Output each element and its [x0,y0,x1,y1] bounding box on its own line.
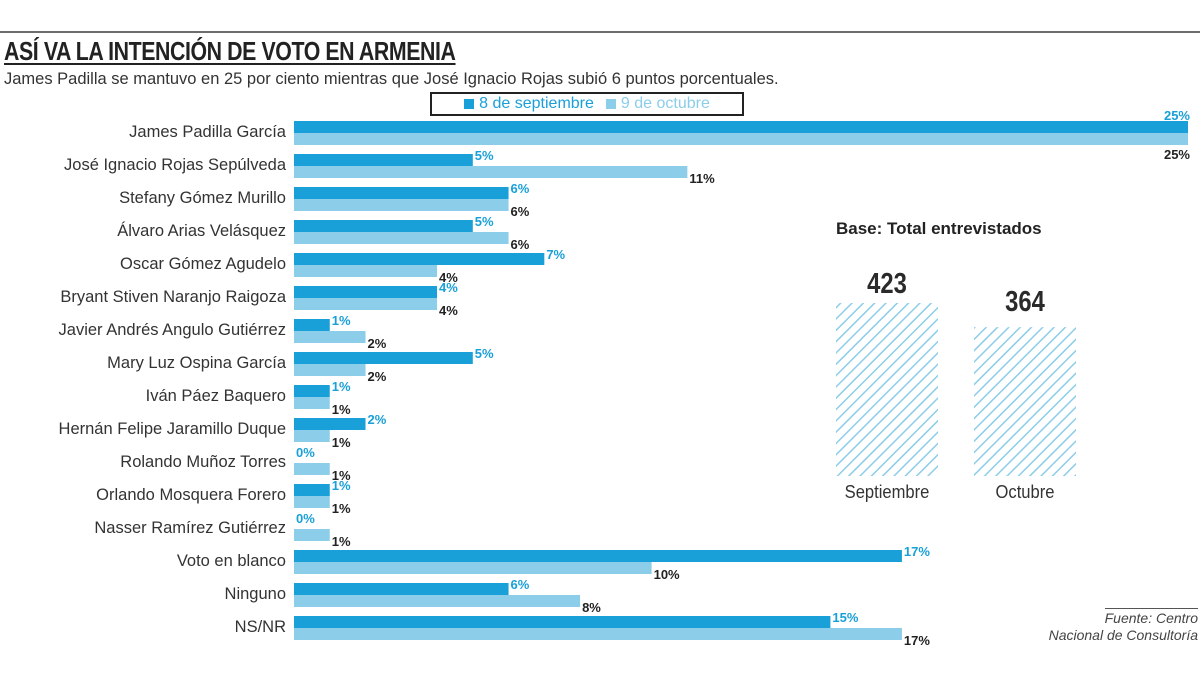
legend-swatch-series2 [605,99,616,109]
data-label-sep: 15% [832,610,858,625]
bar-oct-10 [294,463,330,475]
data-label-oct: 1% [332,402,351,417]
category-label: Javier Andrés Angulo Gutiérrez [59,321,286,339]
category-label: Ninguno [225,585,286,603]
base-label-septiembre: Septiembre [844,482,930,502]
bar-oct-3 [294,232,509,244]
data-label-oct: 6% [511,237,530,252]
category-label: Nasser Ramírez Gutiérrez [94,519,286,537]
legend-swatch-series1 [464,99,475,109]
category-label: José Ignacio Rojas Sepúlveda [64,156,287,174]
data-label-oct: 8% [582,600,601,615]
data-label-sep: 1% [332,379,351,394]
base-value-octubre: 364 [1005,286,1045,318]
category-label: Hernán Felipe Jaramillo Duque [59,420,286,438]
category-label: Rolando Muñoz Torres [120,453,286,471]
bar-oct-0 [294,133,1188,145]
source-note: Fuente: Centro Nacional de Consultoría [1049,608,1198,644]
bar-oct-11 [294,496,330,508]
bar-oct-5 [294,298,438,310]
data-label-sep: 1% [332,313,351,328]
base-title: Base: Total entrevistados [836,219,1042,238]
bar-oct-6 [294,331,366,343]
category-label: Bryant Stiven Naranjo Raigoza [60,288,286,306]
bar-oct-7 [294,364,366,376]
category-label: Álvaro Arias Velásquez [117,221,286,240]
category-label: Stefany Gómez Murillo [119,189,286,207]
source-line2: Nacional de Consultoría [1048,627,1198,643]
bar-oct-2 [294,199,509,211]
data-label-sep: 6% [511,181,530,196]
data-label-sep: 5% [475,148,494,163]
data-label-oct: 4% [439,303,458,318]
category-label: James Padilla García [129,123,287,141]
base-value-septiembre: 423 [867,268,907,300]
bar-sep-13 [294,550,902,562]
bar-oct-12 [294,529,330,541]
bar-sep-3 [294,220,473,232]
bar-oct-15 [294,628,902,640]
bar-sep-2 [294,187,509,199]
base-label-octubre: Octubre [995,482,1055,502]
bar-sep-14 [294,583,509,595]
data-label-sep: 0% [296,511,315,526]
data-label-oct: 17% [904,633,930,648]
category-label: Orlando Mosquera Forero [96,486,286,504]
bar-sep-9 [294,418,366,430]
legend-item-series1: 8 de septiembre [464,95,594,113]
data-label-sep: 17% [904,544,930,559]
data-label-oct: 2% [368,369,387,384]
base-bar-septiembre [836,303,938,476]
bar-oct-4 [294,265,438,277]
base-bar-octubre [974,327,1076,476]
data-label-sep: 25% [1164,108,1190,123]
bar-sep-15 [294,616,831,628]
data-label-oct: 25% [1164,147,1190,162]
data-label-sep: 5% [475,214,494,229]
legend-item-series2: 9 de octubre [605,95,710,113]
top-rule [0,31,1200,33]
category-label: Voto en blanco [177,552,286,570]
data-label-oct: 10% [654,567,680,582]
bar-sep-1 [294,154,473,166]
data-label-oct: 1% [332,435,351,450]
legend-label-series1: 8 de septiembre [479,95,594,112]
data-label-oct: 1% [332,468,351,483]
bar-oct-1 [294,166,688,178]
category-label: Mary Luz Ospina García [107,354,287,372]
bar-oct-9 [294,430,330,442]
bar-oct-8 [294,397,330,409]
data-label-sep: 6% [511,577,530,592]
data-label-oct: 6% [511,204,530,219]
bar-sep-5 [294,286,438,298]
legend-label-series2: 9 de octubre [620,95,710,112]
bar-sep-8 [294,385,330,397]
source-line1: Fuente: Centro [1104,608,1198,626]
category-label: NS/NR [235,618,286,636]
data-label-sep: 5% [475,346,494,361]
category-label: Oscar Gómez Agudelo [120,255,286,273]
bar-sep-11 [294,484,330,496]
data-label-sep: 7% [546,247,565,262]
data-label-sep: 1% [332,478,351,493]
data-label-oct: 1% [332,501,351,516]
bar-sep-6 [294,319,330,331]
bar-sep-4 [294,253,545,265]
data-label-oct: 2% [368,336,387,351]
category-label: Iván Páez Baquero [146,387,286,405]
bar-sep-7 [294,352,473,364]
bar-sep-0 [294,121,1188,133]
data-label-oct: 11% [689,171,715,186]
data-label-sep: 0% [296,445,315,460]
data-label-oct: 4% [439,270,458,285]
bar-oct-13 [294,562,652,574]
bar-oct-14 [294,595,581,607]
data-label-sep: 4% [439,280,458,295]
chart-title: ASÍ VA LA INTENCIÓN DE VOTO EN ARMENIA [4,36,456,66]
data-label-sep: 2% [368,412,387,427]
data-label-oct: 1% [332,534,351,549]
legend: 8 de septiembre 9 de octubre [430,92,744,116]
chart-subtitle: James Padilla se mantuvo en 25 por cient… [4,69,779,88]
